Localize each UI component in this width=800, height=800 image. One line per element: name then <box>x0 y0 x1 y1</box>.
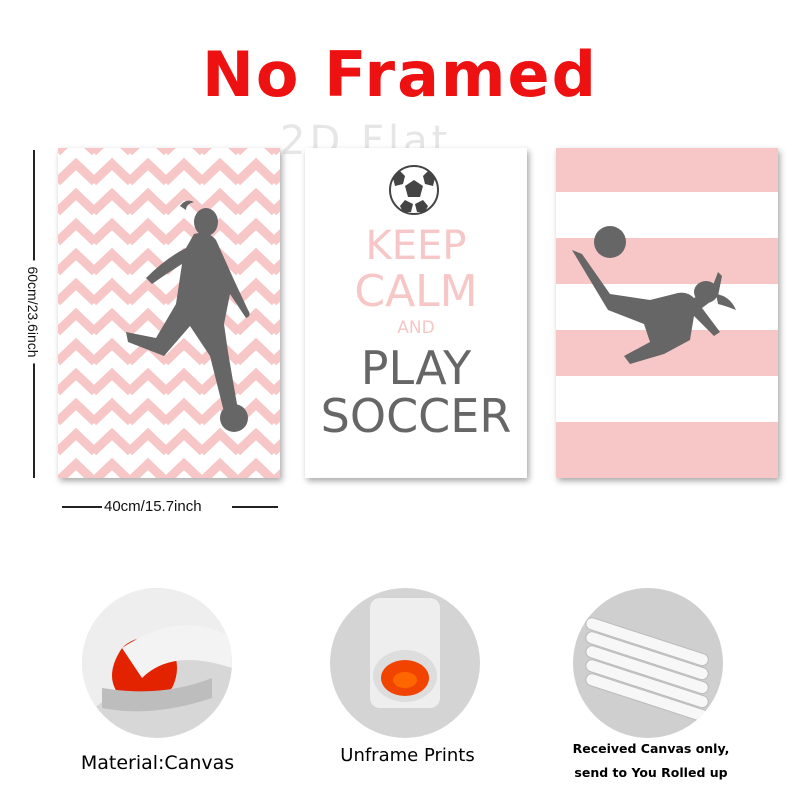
width-dimension-line-left <box>62 506 102 508</box>
height-dimension-label: 60cm/23.6inch <box>25 260 41 364</box>
rolled-canvases-photo <box>573 588 723 738</box>
width-dimension-label: 40cm/15.7inch <box>104 498 202 515</box>
poster-line-calm: CALM <box>354 266 478 317</box>
canvas-material-photo <box>82 588 232 738</box>
poster-line-soccer: SOCCER <box>320 389 512 443</box>
material-caption: Material:Canvas <box>80 752 235 774</box>
bicycle-kick-player-icon <box>572 226 736 364</box>
poster-line-and: AND <box>397 318 435 338</box>
poster-keep-calm <box>305 148 527 478</box>
width-dimension-line-right <box>232 506 278 508</box>
poster-chevron-player <box>58 148 280 478</box>
rolled-print-photo <box>330 588 480 738</box>
unframe-caption: Unframe Prints <box>340 745 475 766</box>
page-title: No Framed <box>202 38 598 111</box>
poster-stripes-player <box>556 148 778 478</box>
received-caption-line2: send to You Rolled up <box>574 765 728 780</box>
poster-line-play: PLAY <box>360 341 472 395</box>
chevron-pattern <box>58 148 280 478</box>
poster-line-keep: KEEP <box>365 223 467 269</box>
soccer-ball-icon <box>389 165 439 215</box>
stripes-pattern <box>556 148 778 478</box>
soccer-player-silhouette-icon <box>126 200 250 432</box>
received-caption-line1: Received Canvas only, <box>572 741 730 756</box>
